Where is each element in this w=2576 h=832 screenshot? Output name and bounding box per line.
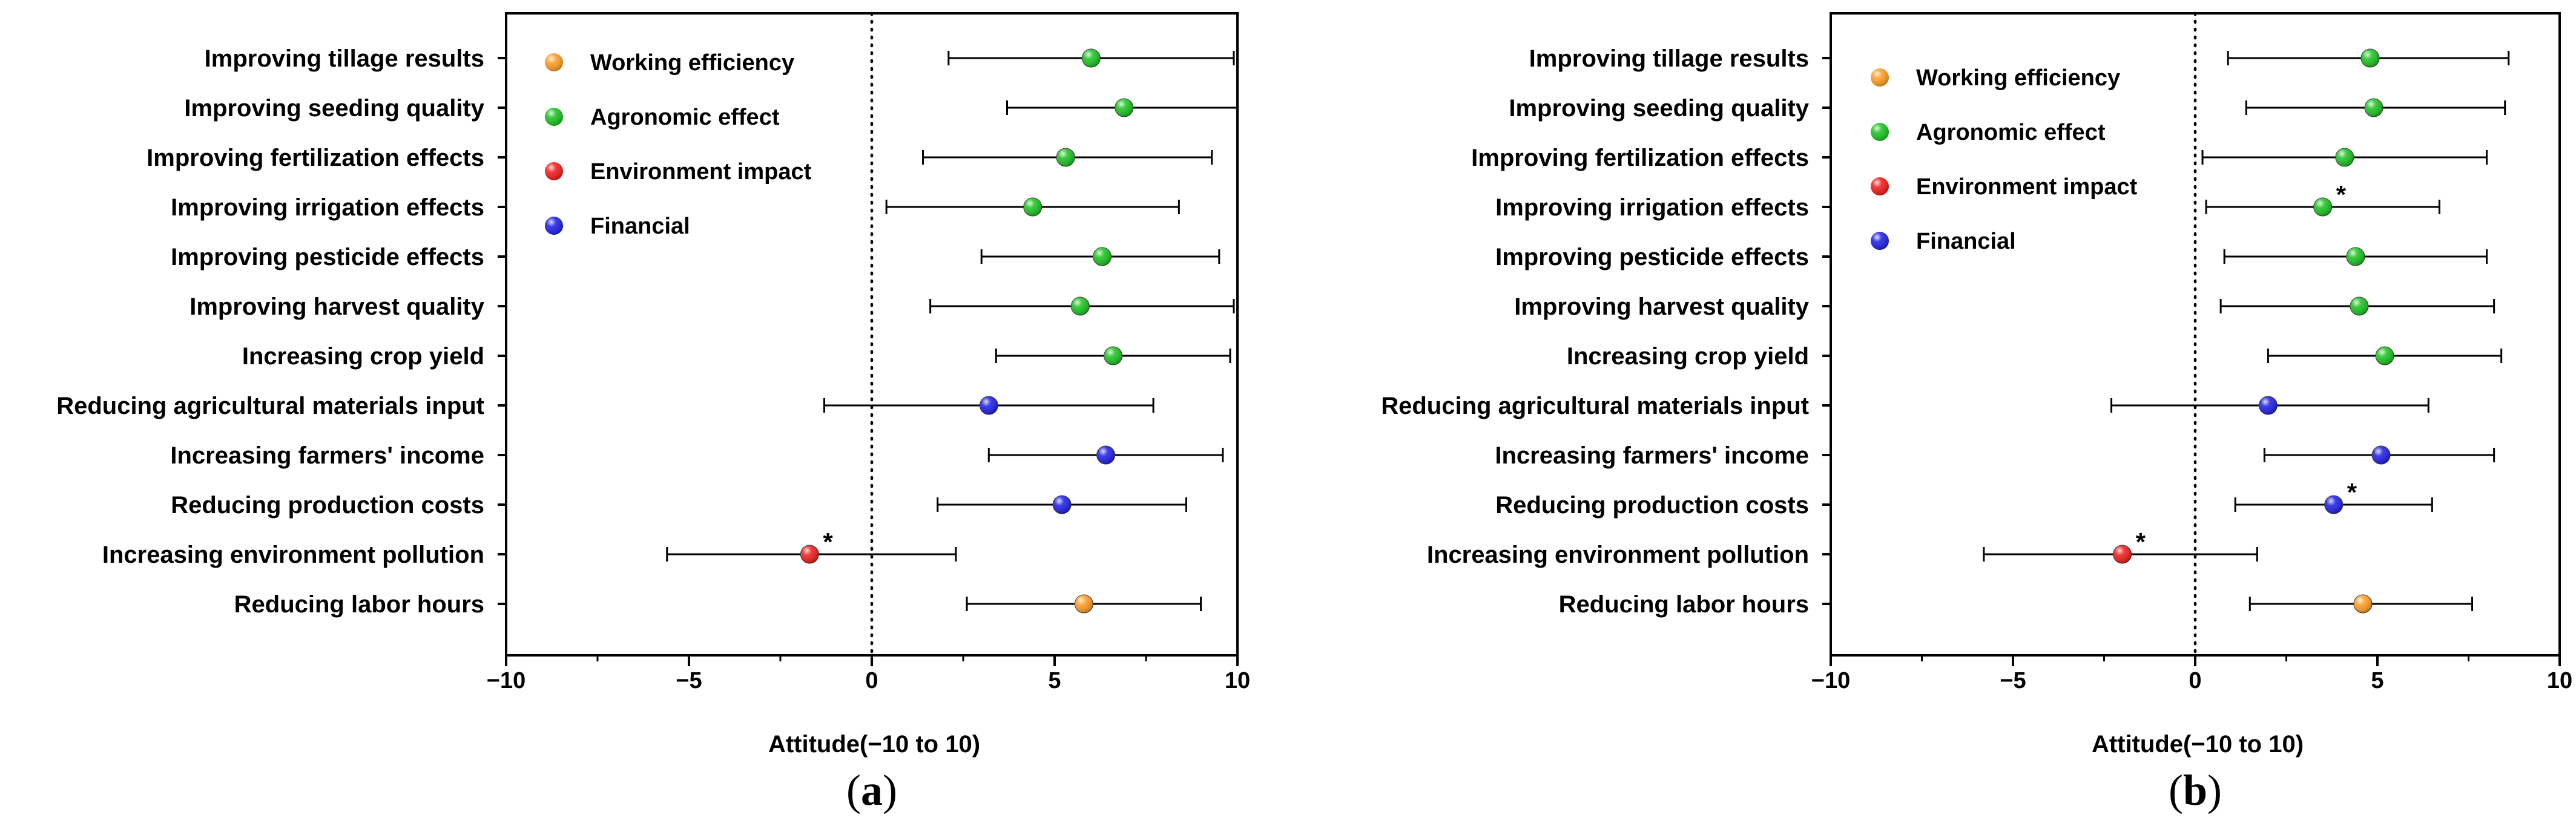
x-tick-label: −5 bbox=[676, 668, 702, 693]
data-point-shine bbox=[2353, 595, 2372, 613]
data-point-shine bbox=[1082, 49, 1101, 67]
legend-marker-shine bbox=[545, 53, 563, 71]
y-tick-label: Improving tillage results bbox=[205, 45, 484, 72]
legend-marker-shine bbox=[545, 108, 563, 126]
data-point-shine bbox=[2335, 148, 2354, 166]
data-point-shine bbox=[800, 545, 819, 563]
legend-marker-shine bbox=[1871, 68, 1889, 87]
legend-entry: Financial bbox=[590, 214, 690, 239]
caption-letter: a bbox=[861, 766, 883, 814]
data-point-shine bbox=[2376, 347, 2394, 365]
data-point-shine bbox=[2313, 198, 2332, 216]
legend-marker-shine bbox=[1871, 232, 1889, 250]
caption-paren-open: ( bbox=[846, 766, 861, 814]
legend-entry: Working efficiency bbox=[590, 50, 794, 76]
chart-panel-b: −10 −5 0 5 10 Attitude(−10 to 10) (b) Working e… bbox=[1381, 11, 2572, 814]
caption-paren-close: ) bbox=[2207, 766, 2222, 814]
x-tick-label: 5 bbox=[1048, 668, 1061, 693]
data-point-shine bbox=[980, 396, 998, 414]
x-tick-label: 0 bbox=[2189, 668, 2201, 693]
data-point-shine bbox=[1071, 297, 1090, 315]
significance-marker: * bbox=[823, 528, 833, 556]
y-tick-label: Improving harvest quality bbox=[189, 293, 485, 320]
data-point-shine bbox=[2360, 49, 2379, 67]
y-tick-label: Increasing farmers' income bbox=[1495, 442, 1809, 469]
y-tick-label: Improving fertilization effects bbox=[147, 145, 484, 171]
data-point-shine bbox=[2113, 545, 2132, 563]
caption-paren-close: ) bbox=[883, 766, 897, 814]
y-tick-label: Improving seeding quality bbox=[184, 95, 484, 122]
y-tick-label: Improving pesticide effects bbox=[1495, 244, 1809, 270]
x-tick-label: 10 bbox=[1225, 668, 1250, 693]
chart-panel-a: −10 −5 0 5 10 Attitude(−10 to 10) (a) Working e… bbox=[56, 11, 1250, 814]
y-tick-label: Reducing labor hours bbox=[1559, 591, 1809, 618]
data-point-shine bbox=[1104, 347, 1122, 365]
y-tick-label: Increasing environment pollution bbox=[102, 542, 484, 568]
data-point-shine bbox=[2259, 396, 2278, 414]
legend-entry: Agronomic effect bbox=[590, 105, 780, 130]
y-tick-label: Increasing crop yield bbox=[242, 343, 484, 370]
x-tick-label: −5 bbox=[2000, 668, 2026, 693]
data-point-shine bbox=[1053, 496, 1072, 514]
y-tick-label: Reducing agricultural materials input bbox=[56, 393, 484, 419]
legend-marker-shine bbox=[1871, 177, 1889, 195]
significance-marker: * bbox=[2136, 528, 2146, 556]
data-point-shine bbox=[1023, 198, 1042, 216]
caption-letter: b bbox=[2183, 766, 2207, 814]
data-point-shine bbox=[1056, 148, 1075, 166]
panel-caption: (a) bbox=[846, 766, 897, 814]
y-tick-label: Reducing labor hours bbox=[234, 591, 484, 618]
x-tick-label: 10 bbox=[2547, 668, 2572, 693]
data-point-shine bbox=[2350, 297, 2368, 315]
y-tick-label: Increasing crop yield bbox=[1567, 343, 1809, 370]
panel-caption: (b) bbox=[2169, 766, 2222, 814]
data-point-shine bbox=[1093, 247, 1112, 266]
data-point-shine bbox=[1096, 446, 1115, 464]
y-tick-label: Improving tillage results bbox=[1529, 45, 1809, 72]
legend-marker-shine bbox=[545, 217, 563, 235]
caption-paren-open: ( bbox=[2169, 766, 2183, 814]
legend-entry: Agronomic effect bbox=[1916, 120, 2106, 145]
data-point-shine bbox=[1115, 99, 1133, 117]
y-tick-label: Increasing environment pollution bbox=[1427, 542, 1809, 568]
significance-marker: * bbox=[2336, 180, 2347, 209]
legend-entry: Environment impact bbox=[1916, 174, 2138, 200]
x-tick-label: −10 bbox=[1811, 668, 1850, 693]
y-tick-label: Increasing farmers' income bbox=[170, 442, 484, 469]
y-tick-label: Reducing production costs bbox=[171, 492, 484, 519]
x-axis-label: Attitude(−10 to 10) bbox=[2092, 731, 2304, 758]
y-tick-label: Improving irrigation effects bbox=[1495, 194, 1809, 221]
y-tick-label: Improving pesticide effects bbox=[171, 244, 484, 270]
x-tick-label: 0 bbox=[865, 668, 878, 693]
data-point-shine bbox=[2324, 496, 2343, 514]
legend-entry: Working efficiency bbox=[1916, 65, 2120, 91]
data-point-shine bbox=[1075, 595, 1093, 613]
legend-marker-shine bbox=[1871, 123, 1889, 141]
y-tick-label: Improving harvest quality bbox=[1514, 293, 1810, 320]
x-axis-label: Attitude(−10 to 10) bbox=[768, 731, 980, 758]
data-point-shine bbox=[2372, 446, 2391, 464]
significance-marker: * bbox=[2347, 478, 2357, 506]
y-tick-label: Improving seeding quality bbox=[1509, 95, 1809, 122]
legend-entry: Environment impact bbox=[590, 159, 812, 185]
y-tick-label: Reducing production costs bbox=[1495, 492, 1809, 519]
y-tick-label: Improving irrigation effects bbox=[171, 194, 484, 221]
x-tick-label: 5 bbox=[2371, 668, 2383, 693]
data-point-shine bbox=[2346, 247, 2365, 266]
legend-marker-shine bbox=[545, 162, 563, 180]
data-point-shine bbox=[2364, 99, 2383, 117]
y-tick-label: Reducing agricultural materials input bbox=[1381, 393, 1809, 419]
y-tick-label: Improving fertilization effects bbox=[1471, 145, 1809, 171]
legend-entry: Financial bbox=[1916, 229, 2016, 254]
x-tick-label: −10 bbox=[487, 668, 525, 693]
